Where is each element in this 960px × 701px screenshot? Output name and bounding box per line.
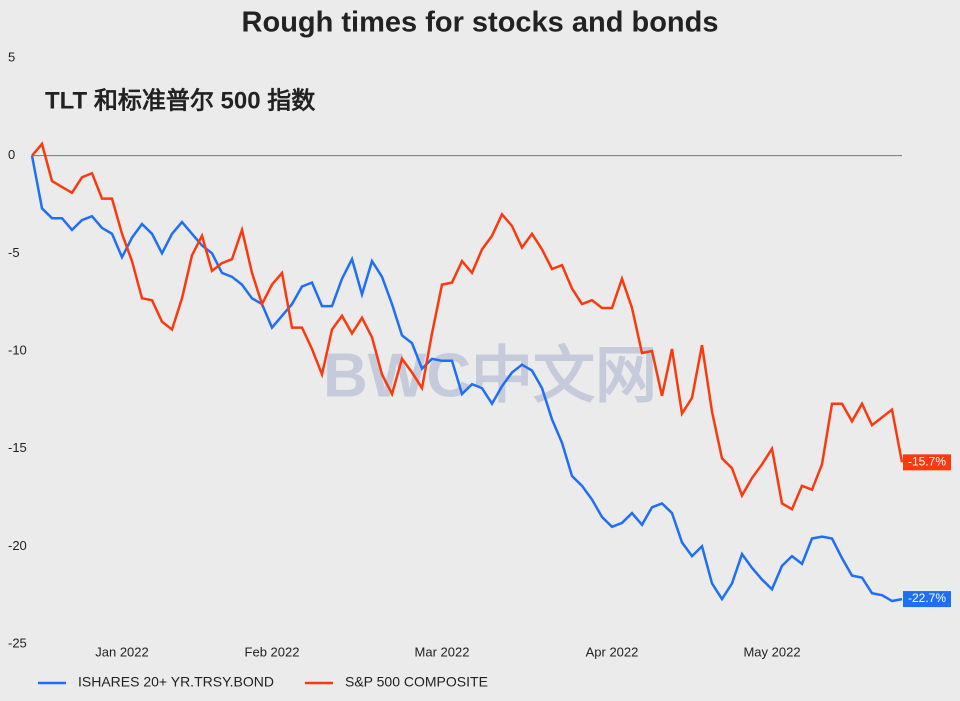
chart-subtitle: TLT 和标准普尔 500 指数 (45, 86, 316, 114)
x-tick-label: Mar 2022 (415, 644, 470, 659)
y-tick-label: -15 (8, 440, 27, 455)
series-line (31, 141, 904, 511)
legend-label: ISHARES 20+ YR.TRSY.BOND (78, 674, 274, 690)
y-tick-label: -10 (8, 342, 27, 357)
x-tick-label: May 2022 (743, 644, 800, 659)
x-tick-label: Feb 2022 (245, 644, 300, 659)
end-label-box (903, 454, 951, 471)
legend-label: S&P 500 COMPOSITE (345, 674, 488, 690)
end-label: -22.7% (908, 591, 946, 605)
end-label: -15.7% (908, 455, 946, 469)
y-tick-label: -25 (8, 635, 27, 650)
y-tick-label: -5 (8, 245, 20, 260)
y-tick-label: 0 (8, 147, 15, 162)
x-tick-label: Apr 2022 (586, 644, 639, 659)
end-label-box (903, 591, 951, 608)
y-tick-label: -20 (8, 538, 27, 553)
series-line (30, 155, 903, 603)
x-tick-label: Jan 2022 (95, 644, 149, 659)
y-tick-label: 5 (8, 49, 15, 64)
chart-title: Rough times for stocks and bonds (242, 7, 719, 39)
